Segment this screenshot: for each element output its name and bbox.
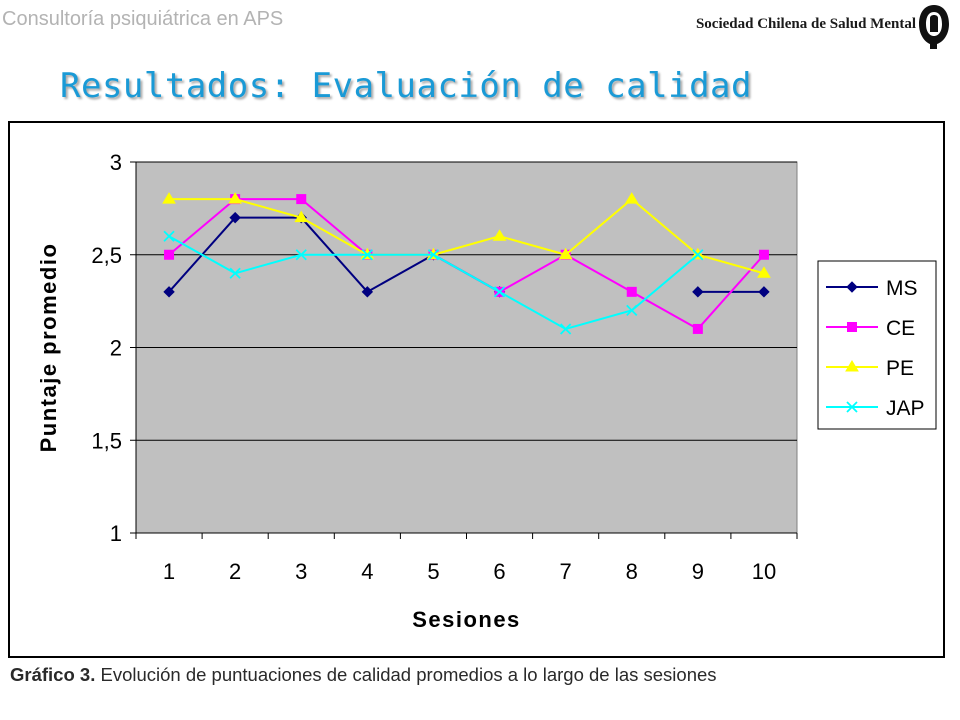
x-tick-label: 9 (692, 559, 704, 584)
data-point (162, 192, 176, 204)
marker-stroke (361, 249, 373, 261)
legend-label: MS (886, 277, 918, 300)
x-tick-label: 3 (295, 559, 307, 584)
marker-stroke (692, 249, 704, 261)
marker-stroke (229, 267, 241, 279)
marker-stroke (560, 323, 572, 335)
figure-caption: Gráfico 3. Evolución de puntuaciones de … (10, 664, 717, 686)
x-tick-label: 6 (493, 559, 505, 584)
y-tick-label: 3 (110, 150, 122, 175)
data-point (626, 304, 638, 317)
x-tick-label: 1 (163, 559, 175, 584)
data-point (560, 323, 572, 335)
data-point (163, 230, 175, 242)
data-point (692, 286, 704, 298)
legend-marker (847, 322, 857, 332)
data-point (493, 286, 506, 298)
y-tick-label: 2 (110, 336, 122, 361)
data-point (558, 247, 573, 260)
data-point (163, 286, 175, 298)
y-axis-title: Puntaje promedio (36, 243, 61, 453)
legend-box (817, 260, 937, 430)
society-name: Sociedad Chilena de Salud Mental (695, 16, 916, 32)
data-point (626, 286, 637, 297)
chart-container: 1 1,5 2 2,5 3 1 2 3 4 5 6 7 8 9 10 Sesiones Puntaje prom… (8, 121, 945, 658)
legend-label: CE (886, 317, 915, 340)
data-point (757, 266, 771, 278)
line-chart: 1 1,5 2 2,5 3 1 2 3 4 5 6 7 8 9 10 Sesiones Puntaje prom… (36, 150, 937, 632)
marker-stroke (846, 401, 858, 413)
legend-label: PE (886, 357, 914, 380)
y-tick-label: 1,5 (91, 428, 122, 453)
marker-stroke (295, 249, 307, 261)
marker-stroke (493, 286, 506, 298)
data-point (164, 249, 175, 260)
y-tick-label: 1 (110, 521, 122, 546)
legend-item: PE (826, 357, 914, 380)
data-point (228, 192, 243, 204)
data-point (296, 194, 307, 205)
legend: MS CE PE JAP (817, 260, 937, 430)
legend-marker (846, 401, 858, 413)
x-tick-label: 2 (229, 559, 241, 584)
series-jap (163, 230, 704, 335)
data-point (361, 286, 374, 298)
data-point (294, 210, 309, 223)
x-tick-label: 10 (752, 559, 776, 584)
data-point (758, 286, 770, 298)
x-tick-label: 8 (626, 559, 638, 584)
x-tick-label: 4 (361, 559, 373, 584)
data-point (692, 323, 703, 334)
x-axis-title: Sesiones (412, 607, 521, 632)
series-line (169, 197, 765, 275)
data-point (624, 192, 639, 204)
data-point (692, 249, 704, 261)
caption-text: Evolución de puntuaciones de calidad pro… (95, 664, 717, 685)
y-tick-label: 2,5 (91, 243, 122, 268)
data-point (427, 249, 440, 261)
legend-marker (846, 281, 858, 293)
legend-label: JAP (886, 397, 925, 420)
data-point (361, 249, 373, 261)
society-logo-icon (919, 5, 949, 49)
legend-item: CE (826, 317, 915, 340)
data-point (229, 211, 241, 224)
marker-stroke (163, 230, 175, 242)
marker-stroke (427, 249, 440, 261)
legend-item: JAP (826, 397, 925, 420)
data-point (295, 249, 307, 261)
data-point (229, 267, 241, 279)
x-tick-label: 7 (560, 559, 572, 584)
data-point (492, 229, 507, 241)
slide-title: Resultados: Evaluación de calidad (60, 66, 753, 106)
presentation-subtitle: Consultoría psiquiátrica en APS (2, 8, 284, 30)
x-tick-label: 5 (427, 559, 439, 584)
data-point (758, 249, 769, 260)
marker-stroke (626, 304, 638, 317)
caption-label: Gráfico 3. (10, 664, 96, 685)
legend-item: MS (826, 277, 918, 300)
legend-marker (845, 360, 859, 372)
